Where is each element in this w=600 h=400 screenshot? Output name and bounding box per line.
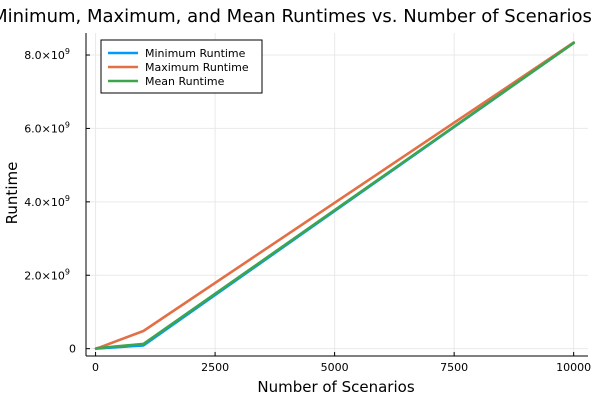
x-tick-label: 5000 bbox=[321, 361, 349, 374]
series-line-mean-runtime bbox=[94, 41, 576, 350]
x-tick-label: 7500 bbox=[440, 361, 468, 374]
x-tick-label: 2500 bbox=[201, 361, 229, 374]
y-tick-label: 0 bbox=[69, 343, 76, 356]
y-axis-label: Runtime bbox=[3, 162, 21, 225]
tick-labels: 0 2500 5000 7500 10000 0 2.0×109 4.0×109 6.0×109… bbox=[24, 47, 591, 374]
y-tick-label: 6.0×109 bbox=[24, 120, 70, 135]
y-tick-label: 8.0×109 bbox=[24, 47, 70, 62]
axes bbox=[85, 33, 588, 357]
x-axis-label: Number of Scenarios bbox=[257, 378, 414, 396]
y-tick-label: 2.0×109 bbox=[24, 267, 70, 282]
legend-entry-label: Mean Runtime bbox=[145, 75, 225, 88]
series-lines bbox=[94, 41, 576, 350]
y-tick-label: 4.0×109 bbox=[24, 194, 70, 209]
x-tick-label: 0 bbox=[92, 361, 99, 374]
x-tick-label: 10000 bbox=[556, 361, 591, 374]
chart-title: Minimum, Maximum, and Mean Runtimes vs. … bbox=[0, 6, 592, 27]
legend-entry-label: Maximum Runtime bbox=[145, 61, 249, 74]
legend-entry-label: Minimum Runtime bbox=[145, 47, 246, 60]
